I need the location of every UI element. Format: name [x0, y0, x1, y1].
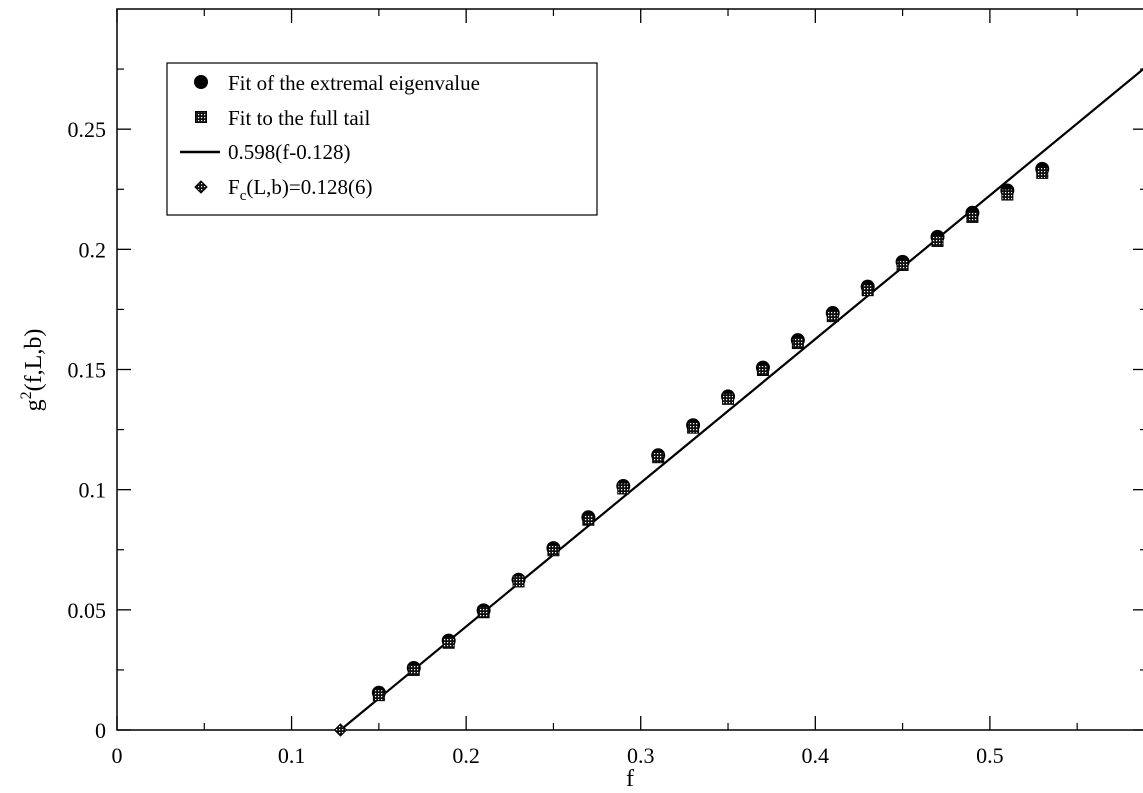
- full-tail-point: [826, 310, 839, 323]
- y-axis-ticks: 0 0.05 0.1 0.15 0.2 0.25: [68, 68, 1143, 743]
- y-axis-title-superscript: 2: [18, 391, 35, 399]
- full-tail-point: [756, 363, 769, 376]
- full-tail-point: [1001, 188, 1014, 201]
- y-axis-title-main: g: [21, 399, 47, 411]
- x-axis-title: f: [626, 766, 634, 792]
- data-markers: [333, 161, 1050, 737]
- legend-entry-extremal: Fit of the extremal eigenvalue: [194, 71, 480, 95]
- full-tail-point: [896, 258, 909, 271]
- y-tick-label: 0: [95, 718, 106, 743]
- y-axis-title: g2(f,L,b): [18, 329, 47, 412]
- full-tail-point: [512, 575, 525, 588]
- full-tail-point: [442, 636, 455, 649]
- full-tail-point: [547, 544, 560, 557]
- full-tail-point: [407, 663, 420, 676]
- y-axis-title-rest: (f,L,b): [21, 329, 47, 392]
- legend-box: [166, 62, 598, 216]
- full-tail-point: [722, 392, 735, 405]
- full-tail-point: [791, 337, 804, 350]
- x-tick-label: 0.4: [802, 743, 830, 768]
- full-tail-point: [617, 482, 630, 495]
- legend-diamond-marker: [194, 180, 208, 194]
- fit-line: [339, 67, 1143, 731]
- full-tail-point: [931, 234, 944, 247]
- x-axis-ticks: 0 0.1 0.2 0.3 0.4 0.5: [112, 9, 1078, 768]
- legend-label-fc-sub: c: [240, 188, 247, 204]
- legend-label-fc: Fc(L,b)=0.128(6): [228, 175, 373, 204]
- legend-circle-marker: [194, 75, 208, 89]
- fit-line-series: [339, 67, 1143, 731]
- full-tail-point: [966, 210, 979, 223]
- y-tick-label: 0.15: [68, 358, 107, 383]
- legend-entry-full-tail: Fit to the full tail: [195, 106, 370, 130]
- full-tail-point: [582, 513, 595, 526]
- legend-entry-fc: Fc(L,b)=0.128(6): [194, 175, 373, 204]
- full-tail-point: [372, 689, 385, 702]
- full-tail-point: [477, 606, 490, 619]
- legend-label-line: 0.598(f-0.128): [228, 140, 350, 164]
- legend-label-fc-rest: (L,b)=0.128(6): [246, 175, 372, 199]
- y-tick-label: 0.1: [79, 478, 107, 503]
- critical-point-marker: [333, 723, 348, 737]
- legend-square-marker: [195, 111, 207, 123]
- y-tick-label: 0.05: [68, 598, 107, 623]
- legend-entry-line: 0.598(f-0.128): [180, 140, 350, 164]
- y-tick-label: 0.25: [68, 117, 107, 142]
- full-tail-point: [861, 284, 874, 297]
- y-tick-label: 0.2: [79, 237, 107, 262]
- x-tick-label: 0: [112, 743, 123, 768]
- x-tick-label: 0.1: [278, 743, 306, 768]
- legend: Fit of the extremal eigenvalue Fit to th…: [166, 62, 598, 216]
- legend-label-full-tail: Fit to the full tail: [228, 106, 370, 130]
- legend-label-extremal: Fit of the extremal eigenvalue: [228, 71, 480, 95]
- x-tick-label: 0.2: [452, 743, 480, 768]
- full-tail-point: [652, 451, 665, 464]
- x-tick-label: 0.5: [976, 743, 1004, 768]
- full-tail-point: [1036, 166, 1049, 179]
- x-tick-label: 0.3: [627, 743, 655, 768]
- full-tail-point: [687, 421, 700, 434]
- legend-label-fc-main: F: [228, 175, 240, 199]
